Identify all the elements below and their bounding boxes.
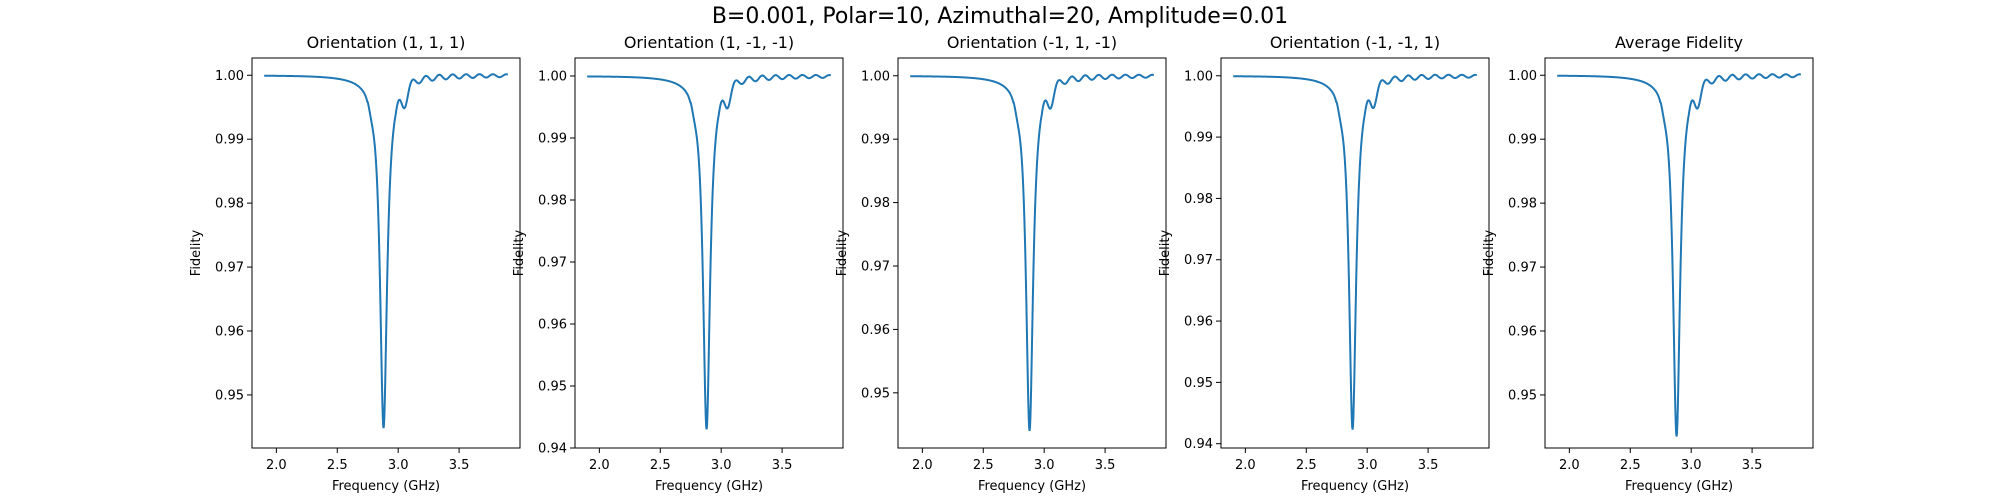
y-tick-label: 0.95: [215, 388, 244, 403]
axes-frame: [1220, 57, 1490, 449]
series-line: [1233, 73, 1478, 430]
x-tick-label: 3.5: [1095, 458, 1116, 473]
x-axis-label: Frequency (GHz): [655, 479, 763, 494]
x-tick-label: 3.0: [1357, 458, 1378, 473]
x-axis-label: Frequency (GHz): [332, 479, 440, 494]
series-line: [264, 73, 509, 429]
figure-suptitle: B=0.001, Polar=10, Azimuthal=20, Amplitu…: [711, 4, 1289, 29]
y-axis-label: Fidelity: [1482, 229, 1497, 276]
y-tick-label: 0.94: [1184, 437, 1213, 452]
y-tick-label: 0.98: [1508, 197, 1537, 212]
y-tick-label: 0.99: [215, 133, 244, 148]
y-tick-label: 0.98: [215, 197, 244, 212]
x-axis-label: Frequency (GHz): [1625, 479, 1733, 494]
x-tick-label: 3.0: [1681, 458, 1702, 473]
x-tick-label: 2.5: [1296, 458, 1317, 473]
axes-frame: [1544, 57, 1814, 449]
x-tick-label: 3.5: [1742, 458, 1763, 473]
y-tick-label: 0.95: [1184, 376, 1213, 391]
y-tick-label: 0.95: [538, 379, 567, 394]
series-line: [1557, 73, 1802, 437]
y-tick-label: 0.96: [1184, 315, 1213, 330]
x-tick-label: 2.0: [1559, 458, 1580, 473]
y-tick-label: 0.96: [538, 317, 567, 332]
axes-frame: [574, 57, 844, 449]
x-tick-label: 3.0: [1034, 458, 1055, 473]
y-axis-label: Fidelity: [189, 229, 204, 276]
y-axis-label: Fidelity: [512, 229, 527, 276]
y-tick-label: 1.00: [1184, 69, 1213, 84]
y-tick-label: 0.96: [215, 325, 244, 340]
x-axis-label: Frequency (GHz): [978, 479, 1086, 494]
y-tick-label: 1.00: [538, 69, 567, 84]
y-axis-label: Fidelity: [835, 229, 850, 276]
y-tick-label: 0.94: [538, 442, 567, 457]
y-tick-label: 0.99: [861, 133, 890, 148]
x-tick-label: 3.5: [772, 458, 793, 473]
series-line: [587, 73, 832, 430]
y-tick-label: 0.97: [1184, 253, 1213, 268]
x-tick-label: 2.5: [327, 458, 348, 473]
chart-title: Orientation (-1, -1, 1): [1270, 33, 1440, 52]
chart-panel-3: Orientation (-1, 1, -1) 2.0 2.5 3.0 3.5 0.95 0…: [835, 33, 1167, 494]
series-line: [910, 73, 1155, 432]
y-tick-label: 0.98: [1184, 192, 1213, 207]
x-tick-label: 3.5: [1418, 458, 1439, 473]
y-tick-label: 0.99: [538, 131, 567, 146]
y-tick-label: 0.97: [1508, 261, 1537, 276]
chart-title: Orientation (1, 1, 1): [307, 33, 466, 52]
x-tick-label: 3.0: [388, 458, 409, 473]
y-tick-label: 0.97: [215, 261, 244, 276]
x-tick-label: 3.5: [449, 458, 470, 473]
axes-frame: [897, 57, 1167, 449]
x-tick-label: 2.0: [912, 458, 933, 473]
x-tick-label: 2.0: [1235, 458, 1256, 473]
chart-title: Orientation (-1, 1, -1): [947, 33, 1117, 52]
x-tick-label: 2.5: [650, 458, 671, 473]
x-axis-label: Frequency (GHz): [1301, 479, 1409, 494]
x-tick-label: 2.0: [589, 458, 610, 473]
y-tick-label: 0.98: [538, 193, 567, 208]
y-tick-label: 1.00: [215, 69, 244, 84]
y-tick-label: 0.96: [861, 323, 890, 338]
chart-panel-1: Orientation (1, 1, 1) 2.0 2.5 3.0 3.5 0.95 0.9…: [189, 33, 521, 494]
x-tick-label: 2.5: [1620, 458, 1641, 473]
y-tick-label: 0.96: [1508, 325, 1537, 340]
y-tick-label: 1.00: [1508, 69, 1537, 84]
y-tick-label: 0.99: [1508, 133, 1537, 148]
y-tick-label: 0.97: [538, 255, 567, 270]
y-axis-label: Fidelity: [1158, 229, 1173, 276]
chart-panel-5: Average Fidelity 2.0 2.5 3.0 3.5 0.95 0.96 0.97…: [1482, 33, 1814, 494]
chart-title: Orientation (1, -1, -1): [624, 33, 794, 52]
chart-panel-4: Orientation (-1, -1, 1) 2.0 2.5 3.0 3.5 0.94 0…: [1158, 33, 1490, 494]
x-tick-label: 2.0: [266, 458, 287, 473]
y-tick-label: 1.00: [861, 69, 890, 84]
y-tick-label: 0.99: [1184, 131, 1213, 146]
y-tick-label: 0.95: [861, 386, 890, 401]
x-tick-label: 3.0: [711, 458, 732, 473]
y-tick-label: 0.95: [1508, 388, 1537, 403]
chart-panel-2: Orientation (1, -1, -1) 2.0 2.5 3.0 3.5 0.94 0…: [512, 33, 844, 494]
y-tick-label: 0.97: [861, 260, 890, 275]
x-tick-label: 2.5: [973, 458, 994, 473]
axes-frame: [251, 57, 521, 449]
y-tick-label: 0.98: [861, 196, 890, 211]
chart-title: Average Fidelity: [1615, 33, 1743, 52]
